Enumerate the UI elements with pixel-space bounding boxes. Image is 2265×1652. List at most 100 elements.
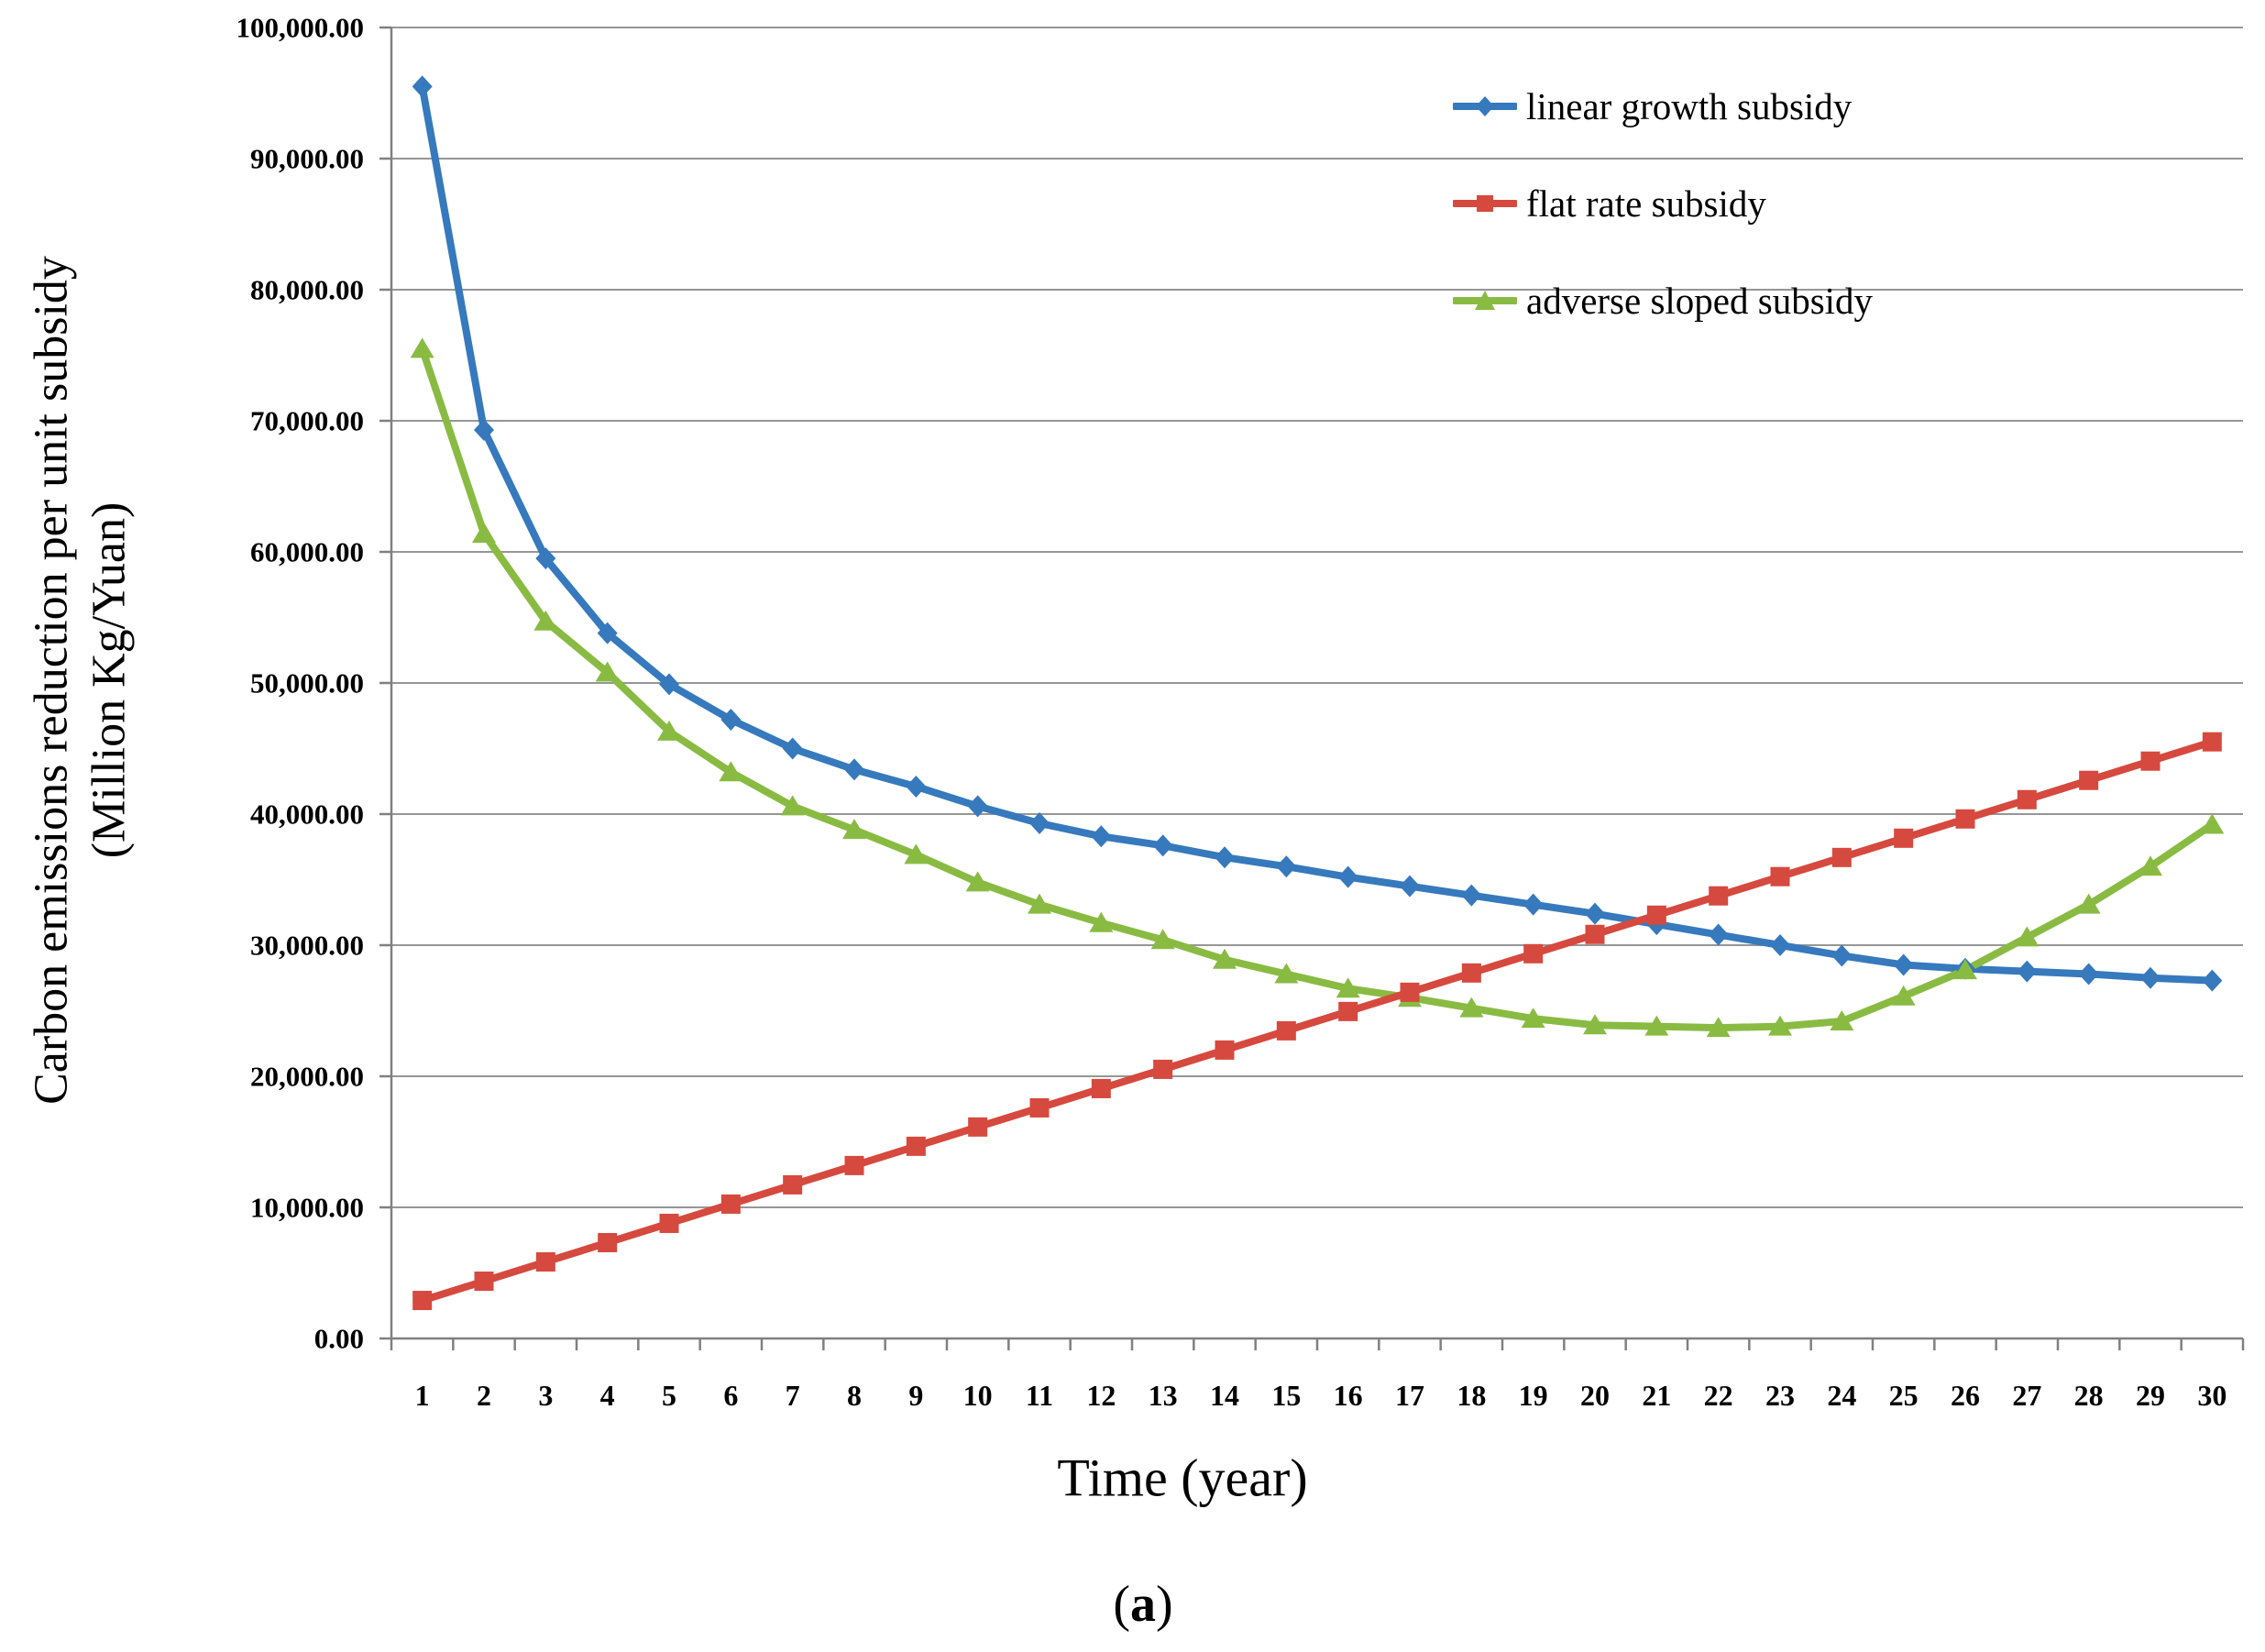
y-axis-title: Carbon emissions reduction per unit subs… bbox=[23, 0, 139, 1368]
marker-triangle-year-11 bbox=[1028, 893, 1051, 914]
legend-label: adverse sloped subsidy bbox=[1526, 280, 1874, 322]
marker-square-year-17 bbox=[1400, 982, 1420, 1002]
marker-square-year-27 bbox=[2017, 789, 2037, 809]
y-tick-label: 30,000.00 bbox=[250, 930, 364, 962]
y-tick-label: 70,000.00 bbox=[250, 405, 364, 437]
marker-diamond-year-15 bbox=[1276, 855, 1297, 878]
marker-diamond-year-29 bbox=[2140, 966, 2161, 989]
caption-letter: a bbox=[1130, 1576, 1156, 1633]
marker-square-year-5 bbox=[659, 1213, 679, 1233]
y-tick-label: 10,000.00 bbox=[250, 1192, 364, 1224]
marker-square-year-2 bbox=[474, 1272, 494, 1292]
marker-diamond-year-28 bbox=[2078, 963, 2099, 986]
x-axis-title: Time (year) bbox=[1057, 1448, 1308, 1508]
marker-triangle-year-24 bbox=[1830, 1009, 1854, 1030]
marker-square-year-28 bbox=[2079, 770, 2099, 790]
marker-triangle-year-14 bbox=[1213, 948, 1237, 969]
marker-diamond-year-17 bbox=[1400, 875, 1420, 898]
y-tick-label: 60,000.00 bbox=[250, 536, 364, 568]
x-tick-label: 26 bbox=[1951, 1379, 1980, 1412]
square-marker-icon bbox=[1477, 195, 1493, 212]
y-tick-label: 0.00 bbox=[314, 1323, 364, 1355]
marker-square-year-19 bbox=[1523, 943, 1544, 964]
marker-triangle-year-19 bbox=[1521, 1008, 1545, 1029]
marker-triangle-year-12 bbox=[1089, 911, 1114, 932]
x-tick-label: 3 bbox=[538, 1379, 553, 1412]
marker-diamond-year-13 bbox=[1152, 834, 1173, 857]
x-tick-label: 23 bbox=[1765, 1379, 1795, 1412]
marker-triangle-year-4 bbox=[595, 661, 620, 682]
legend-glyph-diamond-icon bbox=[1453, 96, 1517, 116]
legend-label: flat rate subsidy bbox=[1526, 182, 1766, 225]
marker-square-year-30 bbox=[2202, 732, 2222, 752]
marker-diamond-year-20 bbox=[1585, 902, 1605, 925]
marker-square-year-4 bbox=[598, 1232, 618, 1252]
marker-triangle-year-13 bbox=[1150, 929, 1175, 950]
x-tick-label: 16 bbox=[1334, 1379, 1363, 1412]
y-tick-label: 50,000.00 bbox=[250, 667, 364, 699]
legend-item-linear-growth-subsidy: linear growth subsidy bbox=[1453, 84, 1873, 128]
marker-square-year-7 bbox=[783, 1174, 803, 1195]
marker-square-year-1 bbox=[412, 1291, 433, 1311]
marker-diamond-year-23 bbox=[1770, 934, 1790, 956]
series-line-linear-growth-subsidy bbox=[418, 83, 2216, 985]
marker-diamond-year-19 bbox=[1523, 893, 1544, 916]
marker-square-year-22 bbox=[1709, 886, 1729, 906]
legend-item-flat-rate-subsidy: flat rate subsidy bbox=[1453, 182, 1873, 226]
marker-diamond-year-1 bbox=[412, 75, 433, 98]
marker-triangle-year-10 bbox=[965, 871, 990, 892]
marker-triangle-year-18 bbox=[1459, 997, 1484, 1018]
y-tick-label: 20,000.00 bbox=[250, 1061, 364, 1093]
x-tick-label: 20 bbox=[1580, 1379, 1610, 1412]
x-tick-label: 6 bbox=[723, 1379, 738, 1412]
x-tick-label: 30 bbox=[2197, 1379, 2227, 1412]
x-tick-label: 10 bbox=[963, 1379, 993, 1412]
marker-triangle-year-26 bbox=[1953, 959, 1977, 980]
marker-triangle-year-21 bbox=[1644, 1015, 1669, 1036]
marker-diamond-year-6 bbox=[720, 709, 742, 732]
x-tick-label: 11 bbox=[1026, 1379, 1053, 1412]
marker-square-year-10 bbox=[968, 1117, 988, 1137]
marker-diamond-year-27 bbox=[2017, 960, 2038, 983]
marker-triangle-year-3 bbox=[533, 610, 558, 631]
marker-triangle-year-5 bbox=[657, 720, 681, 741]
marker-diamond-year-25 bbox=[1893, 953, 1914, 976]
marker-diamond-year-5 bbox=[659, 673, 679, 696]
marker-diamond-year-4 bbox=[597, 622, 618, 644]
legend-item-adverse-sloped-subsidy: adverse sloped subsidy bbox=[1453, 279, 1873, 323]
x-tick-label: 8 bbox=[847, 1379, 862, 1412]
series-line-adverse-sloped-subsidy bbox=[418, 345, 2216, 1032]
marker-diamond-year-8 bbox=[844, 758, 864, 781]
marker-triangle-year-27 bbox=[2015, 926, 2040, 947]
marker-triangle-year-9 bbox=[904, 843, 929, 865]
y-axis-title-line2: (Million Kg/Yuan) bbox=[83, 501, 136, 859]
x-tick-label: 25 bbox=[1889, 1379, 1919, 1412]
series-line-flat-rate-subsidy bbox=[418, 738, 2216, 1305]
x-tick-label: 21 bbox=[1642, 1379, 1671, 1412]
marker-triangle-year-20 bbox=[1583, 1014, 1607, 1035]
marker-square-year-12 bbox=[1091, 1078, 1111, 1098]
marker-triangle-year-8 bbox=[842, 819, 866, 840]
marker-triangle-year-16 bbox=[1336, 977, 1360, 998]
marker-diamond-year-24 bbox=[1831, 944, 1853, 967]
marker-square-year-14 bbox=[1215, 1040, 1235, 1060]
marker-diamond-year-7 bbox=[782, 737, 803, 760]
x-tick-label: 22 bbox=[1704, 1379, 1733, 1412]
y-axis-title-line1: Carbon emissions reduction per unit subs… bbox=[25, 256, 78, 1105]
x-tick-label: 5 bbox=[662, 1379, 676, 1412]
marker-diamond-year-2 bbox=[474, 419, 494, 442]
marker-triangle-year-6 bbox=[719, 761, 743, 782]
marker-triangle-year-2 bbox=[472, 522, 496, 543]
x-tick-label: 15 bbox=[1271, 1379, 1301, 1412]
legend: linear growth subsidy flat rate subsidy … bbox=[1453, 84, 1873, 323]
x-tick-label: 1 bbox=[415, 1379, 430, 1412]
x-tick-label: 27 bbox=[2012, 1379, 2041, 1412]
marker-square-year-9 bbox=[906, 1136, 926, 1156]
x-tick-label: 19 bbox=[1519, 1379, 1548, 1412]
y-tick-label: 100,000.00 bbox=[236, 12, 365, 44]
marker-square-year-16 bbox=[1338, 1001, 1358, 1021]
diamond-marker-icon bbox=[1476, 96, 1494, 116]
x-tick-label: 12 bbox=[1086, 1379, 1116, 1412]
marker-square-year-29 bbox=[2140, 751, 2161, 771]
x-tick-label: 7 bbox=[786, 1379, 800, 1412]
